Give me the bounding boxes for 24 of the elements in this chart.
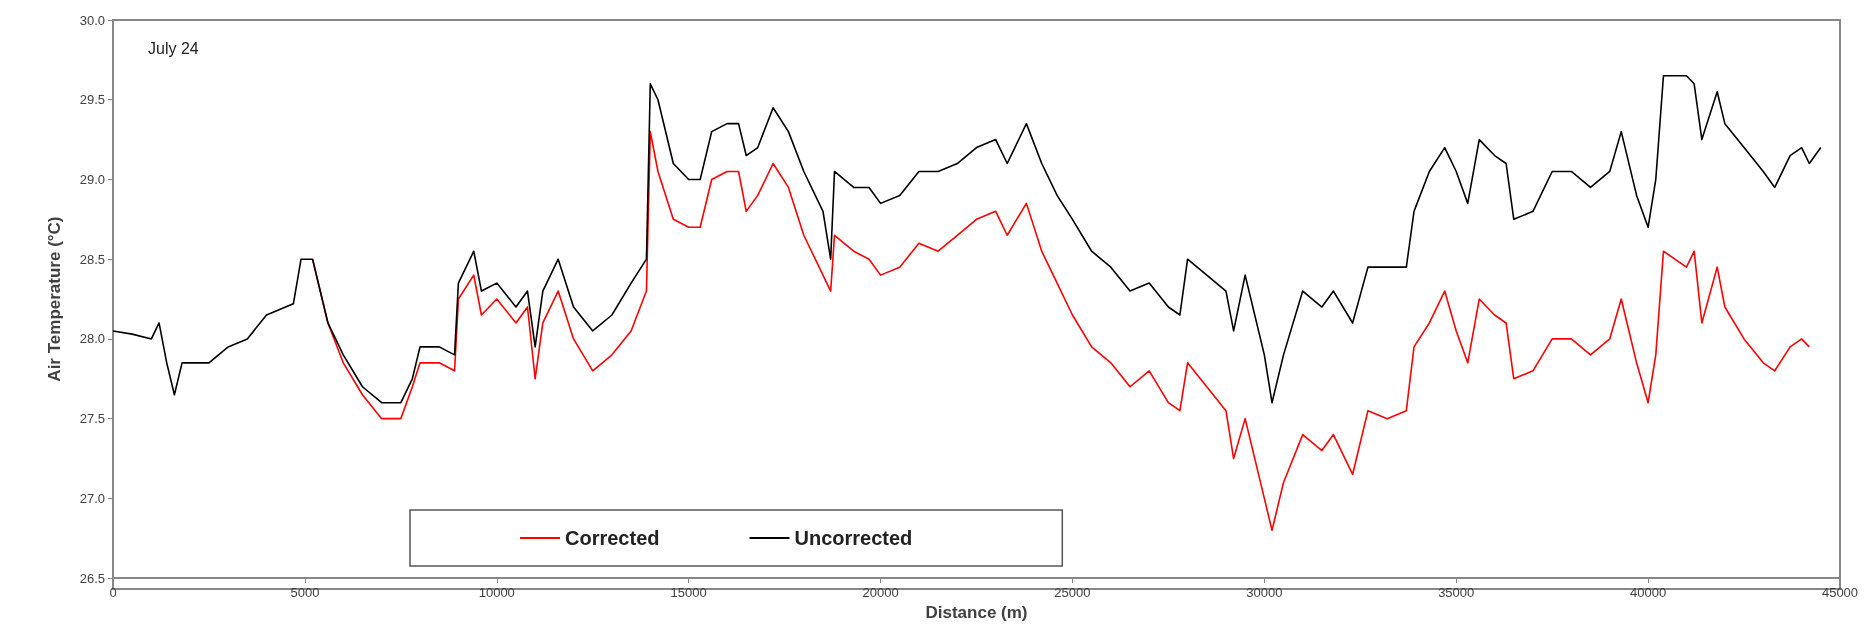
y-tick-label: 29.5	[79, 92, 105, 108]
x-axis-title: Distance (m)	[925, 603, 1028, 622]
legend-label: Uncorrected	[794, 527, 913, 549]
x-tick-label: 5000	[290, 585, 320, 601]
x-tick-label: 45000	[1821, 585, 1859, 601]
y-tick-label: 27.5	[79, 411, 105, 427]
legend-label: Corrected	[565, 527, 660, 549]
y-tick-label: 27.0	[79, 490, 105, 506]
y-tick-label: 30.0	[79, 12, 105, 28]
y-axis-title: Air Temperature (°C)	[45, 216, 64, 382]
x-tick-label: 10000	[478, 585, 515, 601]
x-tick-label: 0	[109, 585, 117, 601]
y-tick-label: 26.5	[79, 570, 105, 586]
x-tick-label: 35000	[1438, 585, 1475, 601]
x-tick-label: 15000	[670, 585, 707, 601]
x-tick-label: 20000	[862, 585, 899, 601]
y-tick-label: 28.0	[79, 331, 105, 347]
y-tick-label: 28.5	[79, 251, 105, 267]
x-tick-label: 30000	[1246, 585, 1283, 601]
y-tick-label: 29.0	[79, 171, 105, 187]
x-tick-label: 25000	[1054, 585, 1091, 601]
annotation: July 24	[148, 39, 199, 57]
line-series	[112, 75, 1822, 404]
x-tick-label: 40000	[1630, 585, 1667, 601]
